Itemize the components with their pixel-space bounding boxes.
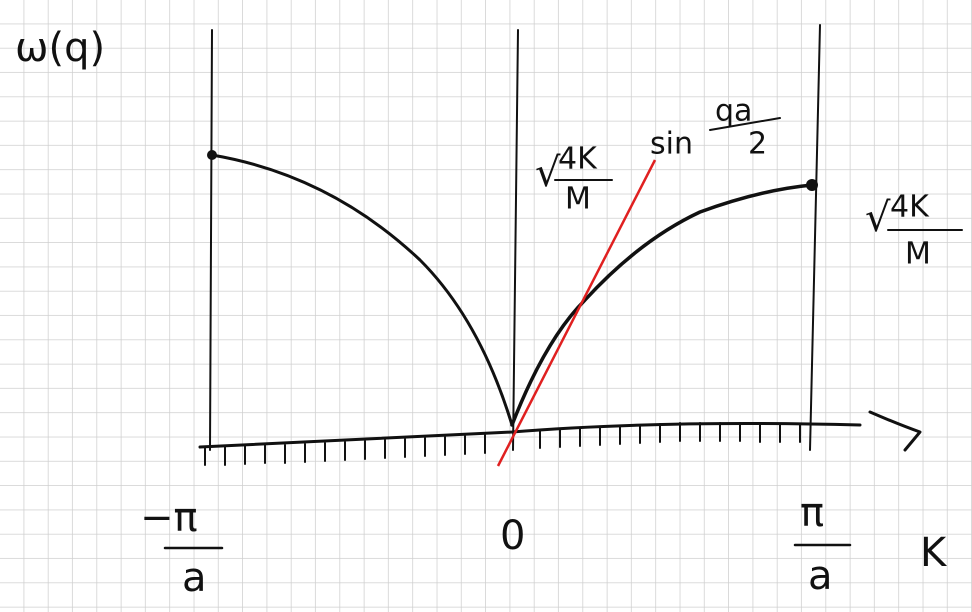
tick-denominator: a xyxy=(808,553,833,599)
function: sin xyxy=(650,127,693,162)
denominator: M xyxy=(565,182,591,217)
tick-label: 0 xyxy=(500,513,525,559)
x-axis-label: K xyxy=(920,530,948,576)
endpoint xyxy=(207,150,217,160)
numerator: 4K xyxy=(558,142,598,177)
arg-denominator: 2 xyxy=(748,127,767,162)
endpoint xyxy=(806,179,818,191)
y-axis-label: ω(q) xyxy=(15,25,105,71)
tick-numerator: −π xyxy=(140,495,198,541)
tick-denominator: a xyxy=(182,555,207,601)
root: √ xyxy=(865,195,891,241)
numerator: 4K xyxy=(890,190,930,225)
tick-numerator: π xyxy=(800,490,824,536)
denominator: M xyxy=(905,237,931,272)
sketch: ω(q) K √ 4K M sin qa 2 √ 4K M −π a 0 π a xyxy=(0,0,972,612)
